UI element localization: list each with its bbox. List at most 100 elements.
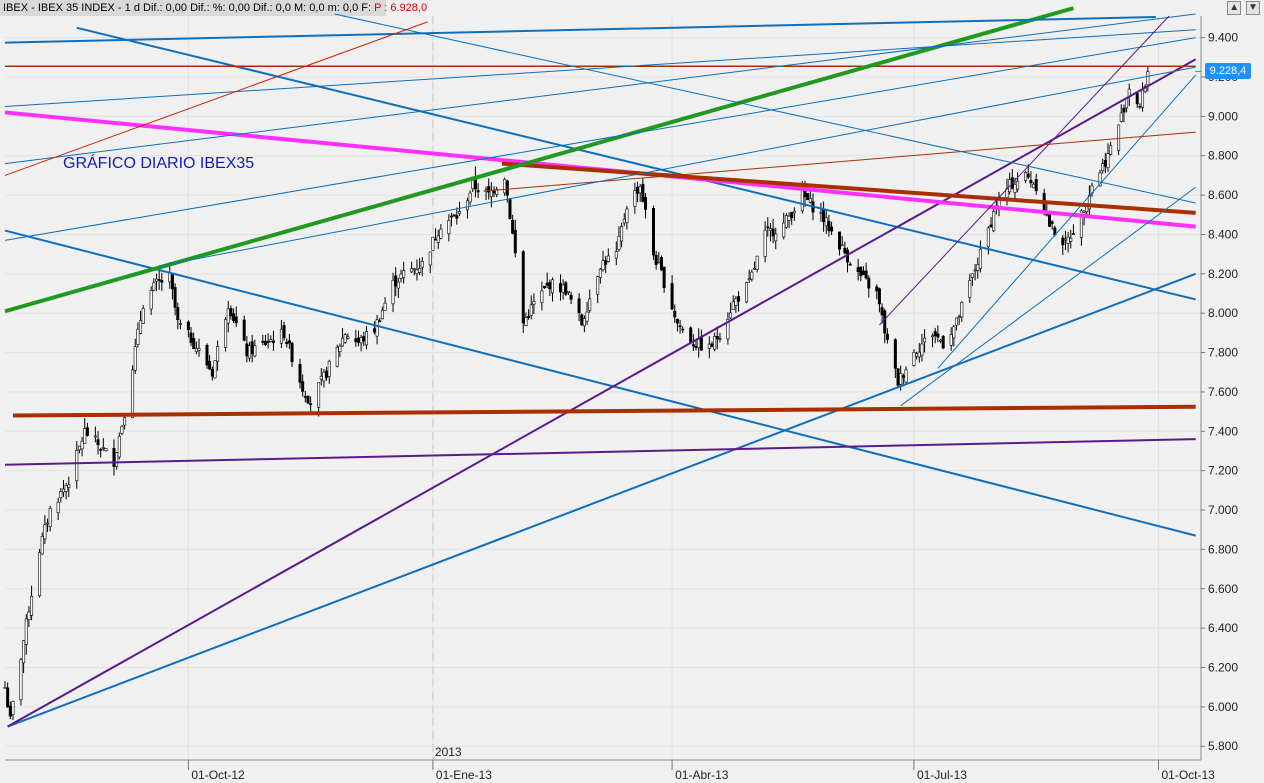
- candle-body: [96, 439, 100, 446]
- candle-body: [117, 436, 121, 458]
- scroll-down-button[interactable]: ▼: [1246, 1, 1260, 15]
- candle-body: [588, 298, 592, 311]
- candle-body: [67, 484, 71, 489]
- candle-body: [1034, 179, 1038, 192]
- candle-body: [346, 336, 350, 339]
- candle-body: [641, 183, 645, 202]
- candle-body: [176, 306, 180, 321]
- candle-body: [27, 611, 31, 621]
- candle-body: [954, 317, 958, 326]
- candle-body: [861, 270, 865, 276]
- candle-body: [989, 224, 993, 228]
- candle-body: [675, 318, 679, 324]
- candle-body: [808, 198, 812, 203]
- candle-body: [939, 339, 943, 342]
- candle-body: [885, 333, 889, 340]
- candle-body: [24, 618, 28, 645]
- candle-body: [290, 343, 294, 363]
- candle-body: [992, 211, 996, 232]
- y-tick-label: 6.800: [1208, 542, 1238, 556]
- candle-body: [120, 426, 124, 434]
- candle-body: [718, 338, 722, 341]
- candle-body: [242, 319, 246, 341]
- candle-body: [822, 209, 826, 223]
- trendline: [12, 404, 1196, 418]
- candle-body: [976, 264, 980, 271]
- candle-body: [784, 215, 788, 228]
- candle-body: [80, 440, 84, 450]
- candle-body: [372, 328, 376, 333]
- candle-body: [564, 282, 568, 295]
- x-tick-label: 01-Jul-13: [917, 768, 967, 782]
- candle-body: [726, 319, 730, 340]
- candle-body: [19, 659, 23, 700]
- candle-body: [178, 323, 182, 325]
- candle-body: [457, 211, 461, 214]
- candle-body: [85, 427, 89, 436]
- candle-body: [136, 328, 140, 345]
- candle-body: [558, 283, 562, 293]
- candle-body: [30, 595, 34, 616]
- candle-body: [325, 370, 329, 378]
- candle-body: [285, 341, 289, 345]
- candle-body: [141, 308, 145, 324]
- candle-body: [133, 346, 137, 371]
- candle-body: [880, 307, 884, 316]
- trendline: [900, 186, 1196, 407]
- candle-body: [904, 369, 908, 383]
- candle-body: [896, 368, 900, 386]
- candle-body: [43, 524, 47, 540]
- candle-body: [418, 268, 422, 273]
- candle-body: [920, 343, 924, 356]
- candle-body: [622, 218, 626, 224]
- y-tick-label: 5.800: [1208, 739, 1238, 753]
- y-tick-label: 8.400: [1208, 227, 1238, 241]
- candle-body: [620, 226, 624, 242]
- candle-body: [1066, 236, 1070, 244]
- candle-body: [40, 536, 44, 555]
- candle-body: [112, 447, 116, 467]
- candle-body: [495, 189, 499, 195]
- candle-body: [1119, 112, 1123, 122]
- candle-body: [670, 283, 674, 310]
- candle-body: [282, 325, 286, 339]
- candle-body: [1071, 233, 1075, 235]
- candle-body: [986, 227, 990, 248]
- trendline: [334, 13, 1196, 204]
- candle-body: [731, 301, 735, 311]
- candle-body: [1079, 210, 1083, 238]
- candle-body: [170, 273, 174, 290]
- candle-body: [715, 335, 719, 340]
- candle-body: [787, 215, 791, 221]
- candle-body: [356, 337, 360, 343]
- candle-body: [327, 361, 331, 377]
- candle-body: [420, 261, 424, 268]
- candle-body: [681, 328, 685, 331]
- candle-body: [160, 280, 164, 283]
- candle-body: [614, 251, 618, 259]
- y-tick-label: 6.000: [1208, 700, 1238, 714]
- scroll-up-button[interactable]: ▲: [1227, 1, 1242, 15]
- candle-body: [253, 345, 257, 357]
- trendline: [76, 26, 1196, 301]
- y-tick-label: 7.400: [1208, 424, 1238, 438]
- candle-body: [306, 395, 310, 404]
- candle-body: [157, 279, 161, 281]
- candle-body: [322, 371, 326, 382]
- candle-body: [46, 522, 50, 525]
- y-tick-label: 9.400: [1208, 31, 1238, 45]
- candle-body: [1103, 160, 1107, 167]
- candle-body: [840, 244, 844, 247]
- trendline: [4, 29, 1196, 108]
- candle-body: [1016, 180, 1020, 190]
- y-tick-label: 6.600: [1208, 582, 1238, 596]
- candle-body: [383, 302, 387, 311]
- candle-body: [875, 286, 879, 292]
- candle-body: [234, 316, 238, 324]
- candle-body: [394, 275, 398, 287]
- trendline: [4, 37, 1196, 241]
- candle-body: [123, 417, 127, 426]
- candle-body: [508, 199, 512, 219]
